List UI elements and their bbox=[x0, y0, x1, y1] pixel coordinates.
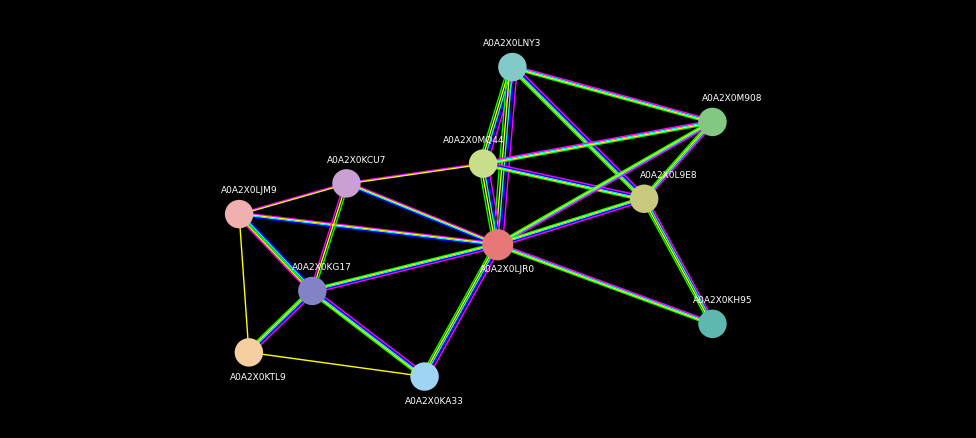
Text: A0A2X0KA33: A0A2X0KA33 bbox=[405, 396, 464, 405]
Text: A0A2X0LJM9: A0A2X0LJM9 bbox=[221, 186, 277, 195]
Point bbox=[505, 64, 520, 71]
Text: A0A2X0M908: A0A2X0M908 bbox=[702, 94, 762, 103]
Text: A0A2X0LJR0: A0A2X0LJR0 bbox=[480, 265, 535, 274]
Point bbox=[636, 196, 652, 203]
Point bbox=[705, 321, 720, 328]
Point bbox=[475, 161, 491, 168]
Point bbox=[241, 349, 257, 356]
Point bbox=[231, 211, 247, 218]
Text: A0A2X0KCU7: A0A2X0KCU7 bbox=[327, 155, 386, 164]
Text: A0A2X0MQ44: A0A2X0MQ44 bbox=[442, 136, 505, 145]
Point bbox=[705, 119, 720, 126]
Point bbox=[339, 180, 354, 187]
Text: A0A2X0KH95: A0A2X0KH95 bbox=[692, 296, 752, 304]
Point bbox=[305, 288, 320, 295]
Point bbox=[417, 373, 432, 380]
Point bbox=[490, 242, 506, 249]
Text: A0A2X0KTL9: A0A2X0KTL9 bbox=[230, 372, 287, 381]
Text: A0A2X0KG17: A0A2X0KG17 bbox=[292, 263, 352, 272]
Text: A0A2X0LNY3: A0A2X0LNY3 bbox=[483, 39, 542, 48]
Text: A0A2X0L9E8: A0A2X0L9E8 bbox=[639, 171, 698, 180]
